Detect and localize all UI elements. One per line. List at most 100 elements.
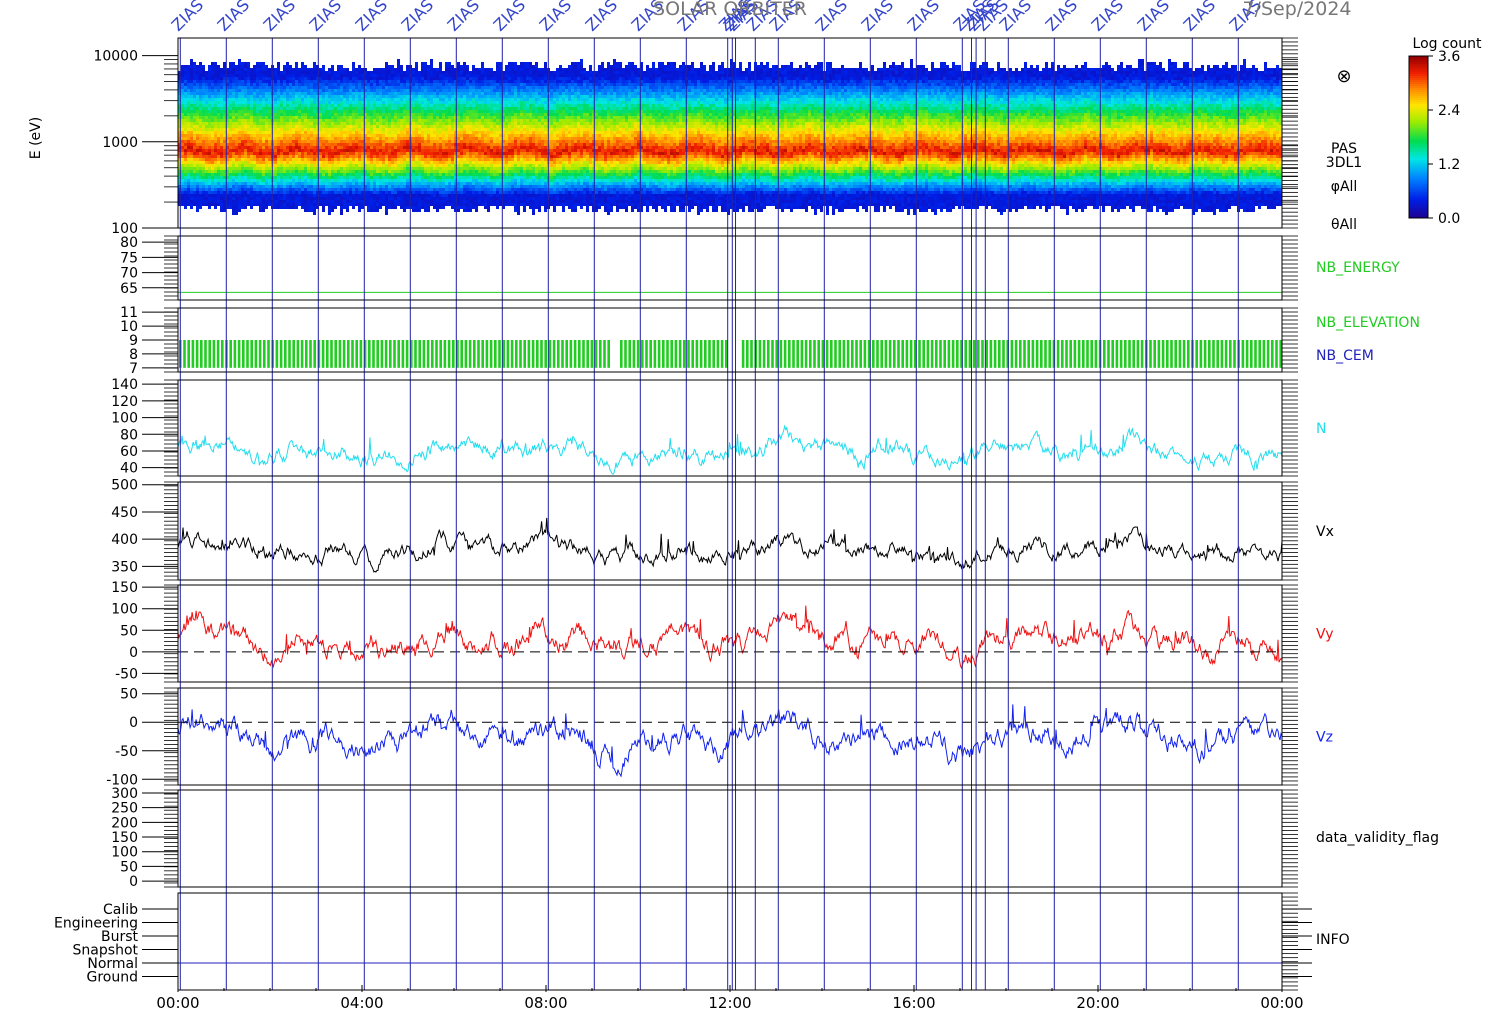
spectrogram-cell bbox=[361, 89, 364, 92]
spectrogram-cell bbox=[334, 176, 337, 179]
spectrogram-cell bbox=[343, 101, 346, 104]
spectrogram-cell bbox=[232, 200, 235, 203]
spectrogram-cell bbox=[184, 149, 187, 152]
spectrogram-cell bbox=[460, 188, 463, 191]
spectrogram-cell bbox=[439, 95, 442, 98]
spectrogram-cell bbox=[187, 107, 190, 110]
spectrogram-cell bbox=[262, 200, 265, 203]
spectrogram-cell bbox=[421, 203, 424, 206]
spectrogram-cell bbox=[424, 128, 427, 131]
spectrogram-cell bbox=[343, 188, 346, 191]
spectrogram-cell bbox=[436, 125, 439, 128]
spectrogram-cell bbox=[418, 83, 421, 86]
spectrogram-cell bbox=[250, 101, 253, 104]
spectrogram-cell bbox=[481, 149, 484, 152]
spectrogram-cell bbox=[211, 182, 214, 185]
spectrogram-cell bbox=[238, 179, 241, 182]
spectrogram-cell bbox=[352, 131, 355, 134]
spectrogram-cell bbox=[262, 101, 265, 104]
spectrogram-cell bbox=[367, 125, 370, 128]
spectrogram-cell bbox=[208, 152, 211, 155]
spectrogram-cell bbox=[460, 143, 463, 146]
spectrogram-cell bbox=[427, 149, 430, 152]
spectrogram-cell bbox=[451, 86, 454, 89]
spectrogram-cell bbox=[391, 140, 394, 143]
spectrogram-cell bbox=[418, 116, 421, 119]
spectrogram-cell bbox=[400, 98, 403, 101]
spectrogram-cell bbox=[457, 173, 460, 176]
spectrogram-cell bbox=[424, 140, 427, 143]
spectrogram-cell bbox=[343, 128, 346, 131]
spectrogram-cell bbox=[193, 128, 196, 131]
spectrogram-cell bbox=[259, 113, 262, 116]
spectrogram-cell bbox=[385, 167, 388, 170]
spectrogram-cell bbox=[418, 161, 421, 164]
spectrogram-cell bbox=[211, 161, 214, 164]
spectrogram-cell bbox=[214, 149, 217, 152]
spectrogram-cell bbox=[340, 173, 343, 176]
spectrogram-cell bbox=[487, 185, 490, 188]
spectrogram-cell bbox=[190, 107, 193, 110]
spectrogram-cell bbox=[472, 92, 475, 95]
spectrogram-cell bbox=[181, 113, 184, 116]
spectrogram-cell bbox=[400, 86, 403, 89]
spectrogram-cell bbox=[235, 182, 238, 185]
spectrogram-cell bbox=[190, 125, 193, 128]
spectrogram-cell bbox=[187, 131, 190, 134]
spectrogram-cell bbox=[190, 152, 193, 155]
spectrogram-cell bbox=[445, 104, 448, 107]
spectrogram-cell bbox=[472, 158, 475, 161]
spectrogram-cell bbox=[196, 161, 199, 164]
spectrogram-cell bbox=[256, 197, 259, 200]
spectrogram-cell bbox=[460, 98, 463, 101]
spectrogram-cell bbox=[211, 80, 214, 83]
spectrogram-cell bbox=[181, 65, 184, 68]
spectrogram-cell bbox=[301, 65, 304, 68]
spectrogram-cell bbox=[397, 164, 400, 167]
spectrogram-cell bbox=[331, 152, 334, 155]
spectrogram-cell bbox=[238, 191, 241, 194]
spectrogram-cell bbox=[319, 128, 322, 131]
spectrogram-cell bbox=[358, 152, 361, 155]
spectrogram-cell bbox=[256, 173, 259, 176]
spectrogram-cell bbox=[367, 86, 370, 89]
spectrogram-cell bbox=[346, 173, 349, 176]
spectrogram-cell bbox=[247, 134, 250, 137]
spectrogram-cell bbox=[283, 92, 286, 95]
spectrogram-cell bbox=[223, 155, 226, 158]
spectrogram-cell bbox=[481, 143, 484, 146]
spectrogram-cell bbox=[229, 203, 232, 206]
spectrogram-cell bbox=[463, 191, 466, 194]
spectrogram-cell bbox=[466, 65, 469, 68]
spectrogram-cell bbox=[301, 116, 304, 119]
spectrogram-cell bbox=[268, 104, 271, 107]
spectrogram-cell bbox=[421, 149, 424, 152]
spectrogram-cell bbox=[310, 95, 313, 98]
spectrogram-cell bbox=[415, 71, 418, 74]
spectrogram-cell bbox=[478, 167, 481, 170]
spectrogram-cell bbox=[199, 197, 202, 200]
spectrogram-cell bbox=[481, 77, 484, 80]
spectrogram-cell bbox=[478, 203, 481, 206]
spectrogram-cell bbox=[346, 176, 349, 179]
spectrogram-cell bbox=[310, 143, 313, 146]
spectrogram-cell bbox=[406, 161, 409, 164]
spectrogram-cell bbox=[367, 77, 370, 80]
spectrogram-cell bbox=[310, 128, 313, 131]
spectrogram-cell bbox=[334, 77, 337, 80]
spectrogram-cell bbox=[226, 164, 229, 167]
spectrogram-cell bbox=[451, 149, 454, 152]
spectrogram-cell bbox=[463, 206, 466, 209]
spectrogram-cell bbox=[331, 113, 334, 116]
spectrogram-cell bbox=[262, 179, 265, 182]
spectrogram-cell bbox=[292, 98, 295, 101]
spectrogram-cell bbox=[196, 137, 199, 140]
spectrogram-cell bbox=[334, 125, 337, 128]
spectrogram-cell bbox=[232, 152, 235, 155]
spectrogram-cell bbox=[343, 155, 346, 158]
spectrogram-cell bbox=[433, 137, 436, 140]
spectrogram-cell bbox=[226, 179, 229, 182]
spectrogram-cell bbox=[256, 131, 259, 134]
spectrogram-cell bbox=[184, 188, 187, 191]
spectrogram-cell bbox=[439, 194, 442, 197]
